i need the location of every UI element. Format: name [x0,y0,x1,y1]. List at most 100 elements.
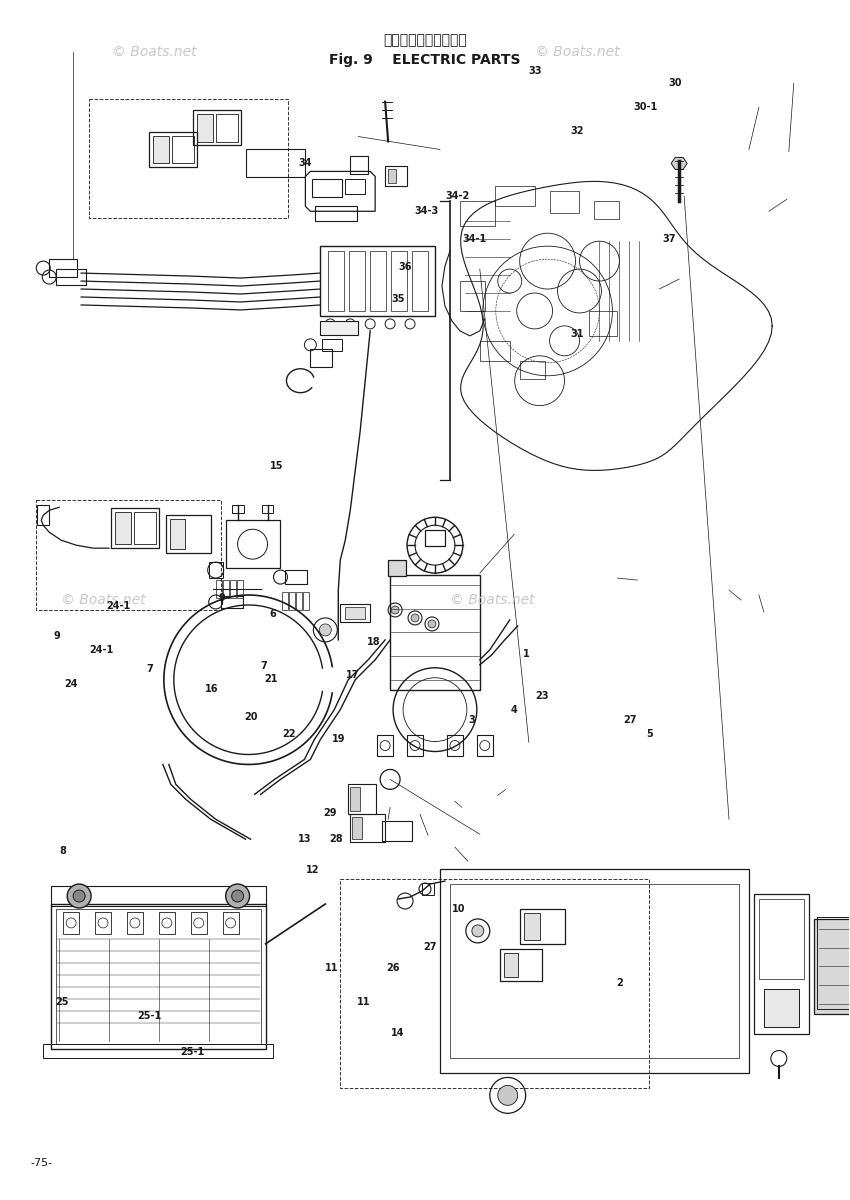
Text: 22: 22 [283,728,296,739]
Bar [246,150,305,178]
Bar [37,500,221,610]
Bar [425,530,445,546]
Bar [460,281,484,311]
Text: © Boats.net: © Boats.net [60,593,145,607]
Bar [345,179,366,194]
Bar [223,580,229,598]
Bar [196,114,212,142]
Text: 37: 37 [662,234,676,244]
Bar [37,505,49,526]
Text: 9: 9 [218,593,225,602]
Text: 6: 6 [269,610,276,619]
Text: 18: 18 [367,637,381,647]
Bar [216,580,222,598]
Text: -75-: -75- [31,1158,53,1168]
Bar [764,989,799,1027]
Bar [813,919,850,1014]
Bar [371,251,386,311]
Circle shape [472,925,484,937]
Text: 19: 19 [332,733,345,744]
Text: 25: 25 [55,997,69,1007]
Bar [95,912,111,934]
Bar [282,592,288,610]
Text: 10: 10 [452,904,466,913]
Bar [340,880,649,1088]
Text: 23: 23 [536,691,548,701]
Polygon shape [672,157,687,169]
Bar [209,562,223,578]
Text: 34: 34 [298,158,311,168]
Bar [159,912,175,934]
Bar [49,259,77,277]
Bar [340,604,371,622]
Bar [149,132,196,168]
Text: 20: 20 [245,713,258,722]
Bar [524,913,540,940]
Bar [504,953,518,977]
Bar [422,883,434,895]
Bar [153,136,169,163]
Bar [440,869,749,1074]
Bar [500,949,541,980]
Text: 15: 15 [270,461,284,472]
Bar [349,251,366,311]
Bar [297,592,303,610]
Bar [350,815,385,842]
Circle shape [411,614,419,622]
Bar [407,734,423,756]
Bar [134,512,156,544]
Bar [303,592,309,610]
Bar [377,734,393,756]
Bar [348,785,377,815]
Bar [460,202,495,227]
Bar [382,821,412,841]
Text: 16: 16 [205,684,218,694]
Text: 21: 21 [264,674,278,684]
Bar [320,320,358,335]
Bar [221,596,242,608]
Text: 30-1: 30-1 [633,102,657,113]
Text: 14: 14 [391,1028,405,1038]
Bar [519,361,545,379]
Text: © Boats.net: © Boats.net [111,46,196,59]
Text: 27: 27 [623,715,637,725]
Bar [477,734,493,756]
Text: 9: 9 [54,631,60,641]
Bar [495,186,535,206]
Bar [310,349,332,367]
Text: 5: 5 [646,728,653,739]
Text: 8: 8 [59,846,65,856]
Text: 11: 11 [357,997,371,1007]
Text: 25-1: 25-1 [138,1012,162,1021]
Bar [754,894,808,1033]
Bar [350,156,368,174]
Bar [315,206,357,221]
Bar [589,311,617,336]
Text: 35: 35 [391,294,405,304]
Bar [388,169,396,184]
Text: 32: 32 [570,126,584,136]
Circle shape [391,606,399,614]
Text: 28: 28 [329,834,343,845]
Text: 26: 26 [386,964,400,973]
Bar [412,251,428,311]
Bar [230,580,235,598]
Bar [170,520,184,550]
Text: 11: 11 [325,964,338,973]
Bar [817,917,850,1009]
Text: 24-1: 24-1 [106,601,130,611]
Text: 27: 27 [423,942,437,952]
Bar [519,908,564,944]
Bar [550,191,580,214]
Text: 1: 1 [524,649,530,659]
Bar [594,202,620,220]
Bar [51,886,265,906]
Bar [286,570,308,584]
Circle shape [498,1086,518,1105]
Text: 17: 17 [346,671,360,680]
Bar [56,908,261,1044]
Bar [51,904,265,1049]
Text: © Boats.net: © Boats.net [536,46,620,59]
Text: 36: 36 [398,263,411,272]
Bar [450,884,739,1058]
